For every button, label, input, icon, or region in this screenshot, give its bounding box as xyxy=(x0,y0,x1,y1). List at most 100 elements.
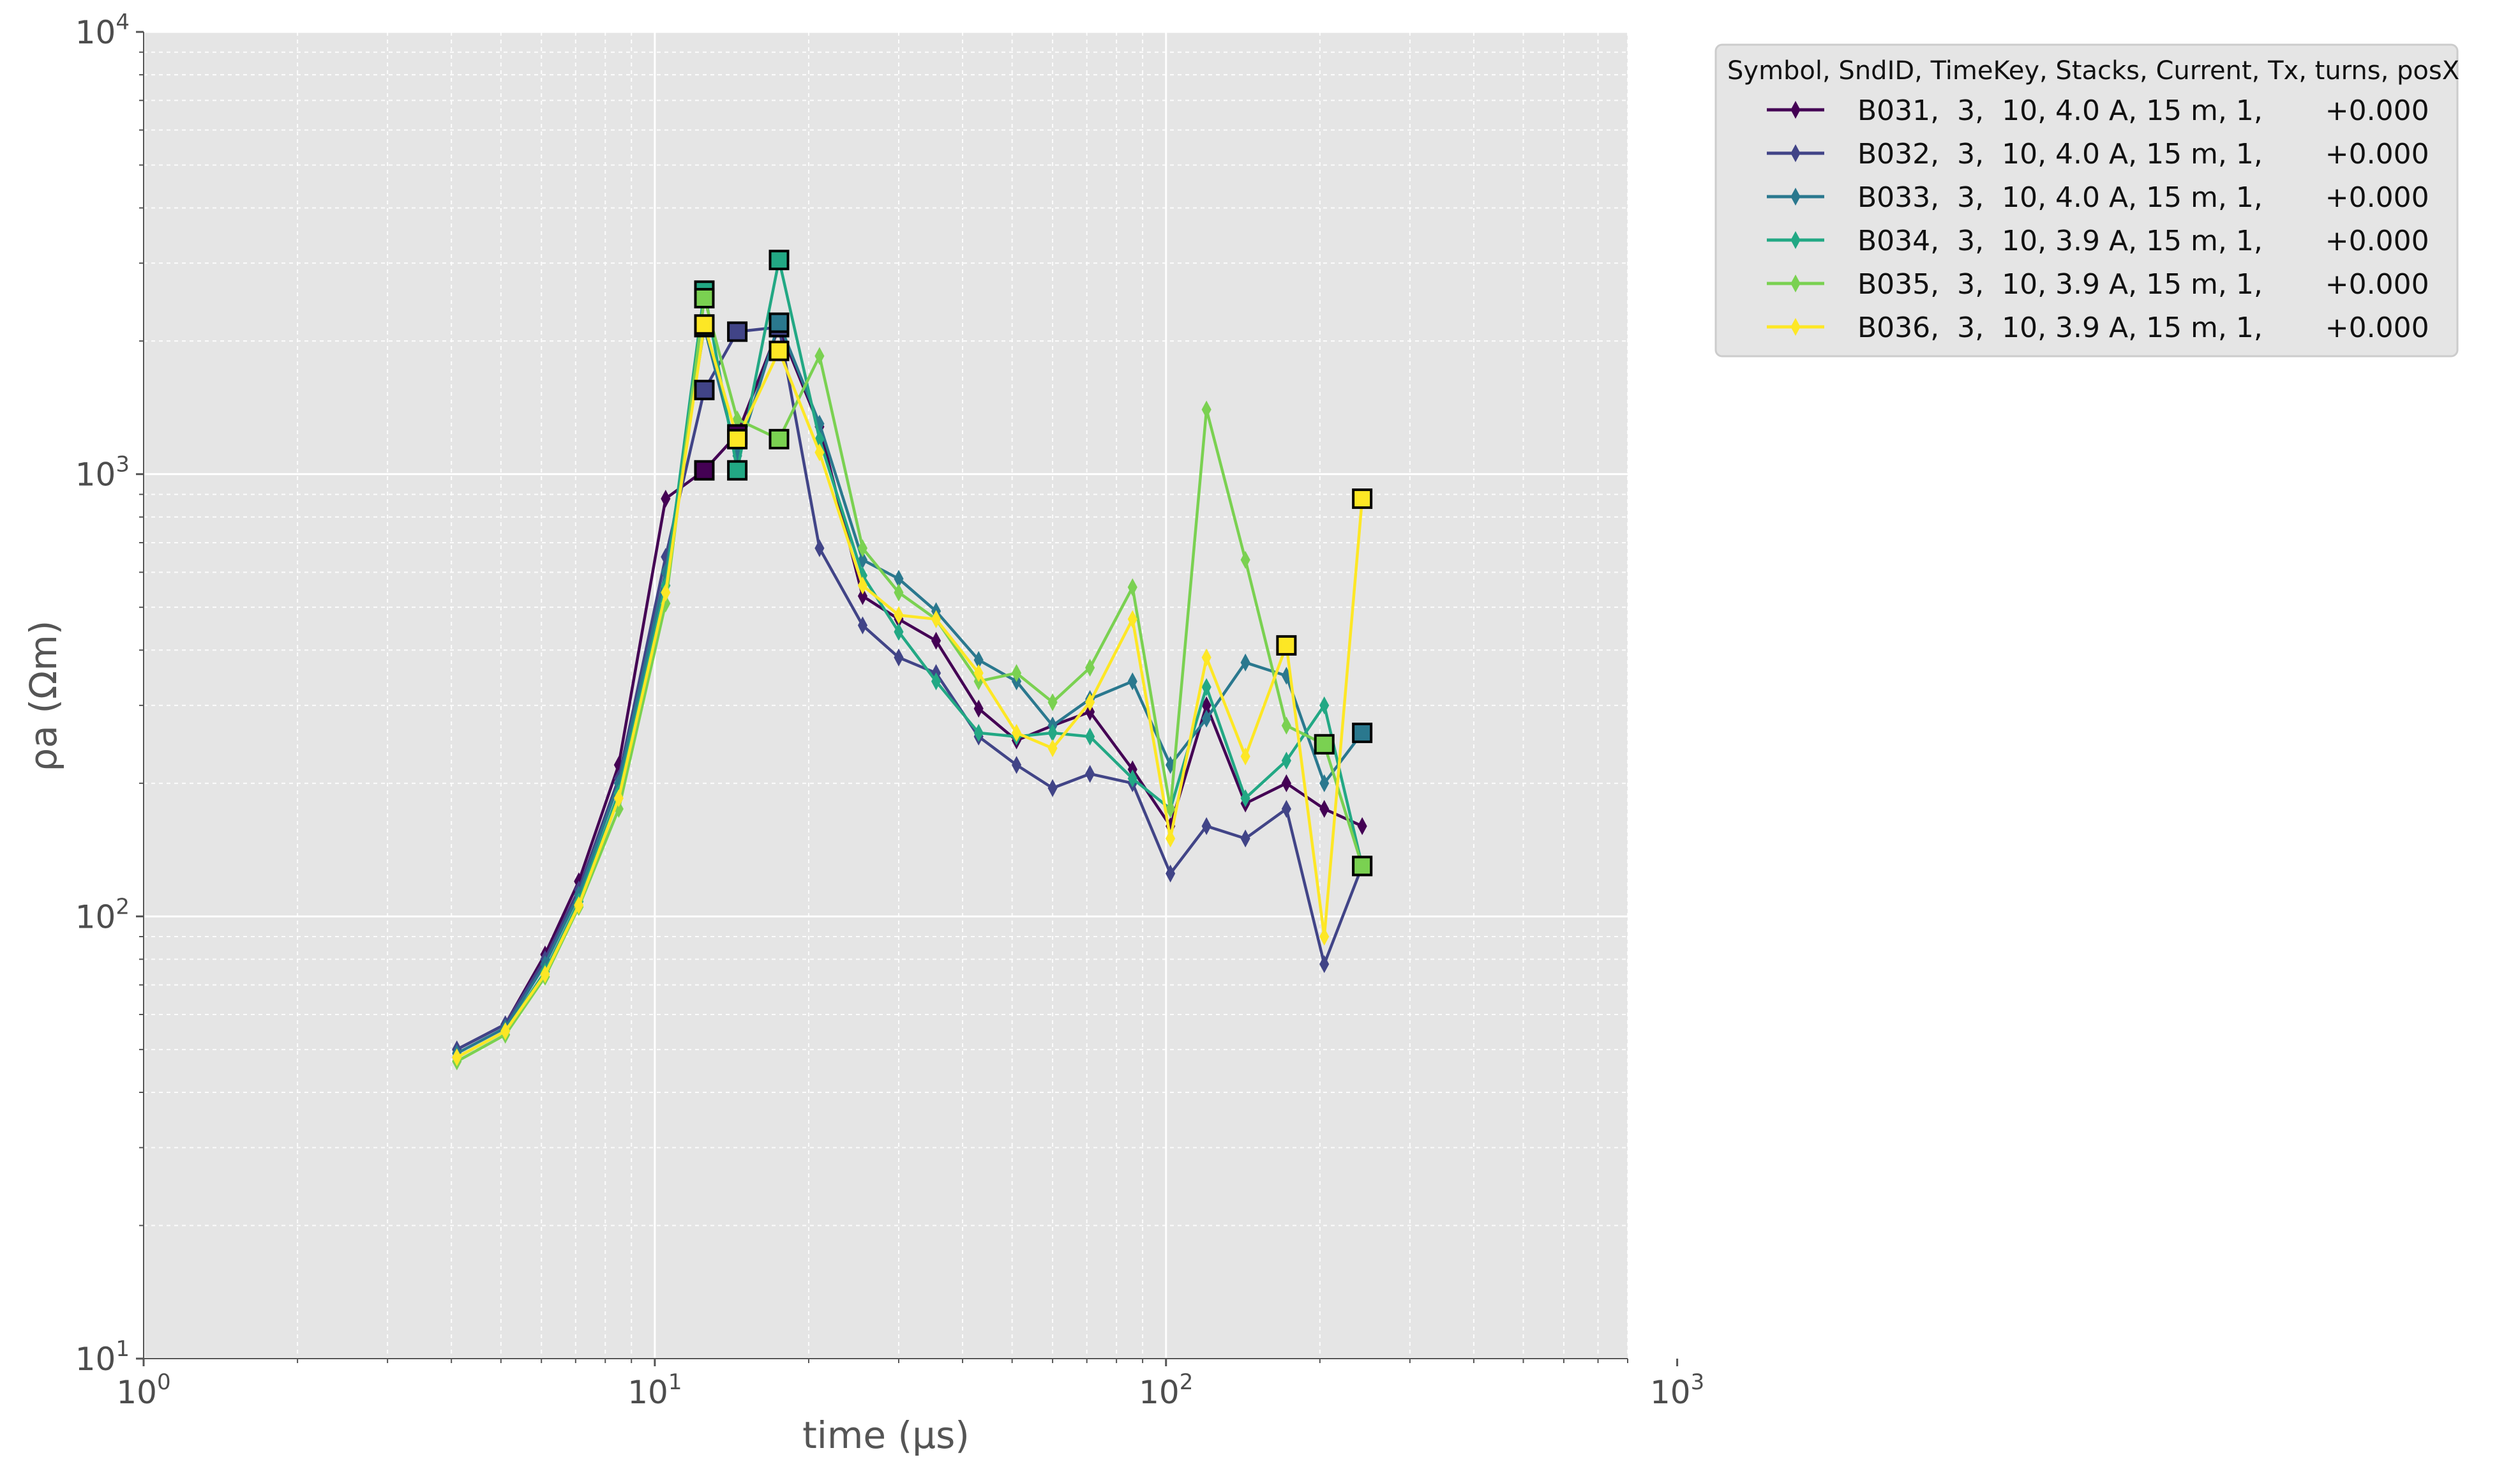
data-point xyxy=(1085,727,1095,746)
data-point xyxy=(1166,864,1176,883)
legend-marker xyxy=(1790,144,1801,163)
data-point xyxy=(931,631,941,650)
legend-marker xyxy=(1790,187,1801,206)
flagged-point-marker xyxy=(727,321,748,342)
tick-label-base: 10 xyxy=(627,1374,668,1411)
x-tick-label: 103 xyxy=(1650,1369,1704,1411)
legend-marker xyxy=(1790,230,1801,250)
y-tick-label: 101 xyxy=(75,1336,130,1378)
data-point xyxy=(1127,672,1137,691)
tick-label-exponent: 0 xyxy=(157,1369,171,1395)
flagged-point-marker xyxy=(694,314,715,335)
flagged-point-marker xyxy=(694,288,715,309)
data-point xyxy=(1085,693,1095,711)
legend-label: B031, 3, 10, 4.0 A, 15 m, 1, +0.000 xyxy=(1857,94,2429,127)
flagged-point-marker xyxy=(727,428,748,449)
legend-label: B035, 3, 10, 3.9 A, 15 m, 1, +0.000 xyxy=(1857,268,2429,301)
y-tick-label: 103 xyxy=(75,452,130,494)
legend-label: B034, 3, 10, 3.9 A, 15 m, 1, +0.000 xyxy=(1857,225,2429,257)
data-point xyxy=(1047,779,1058,797)
flagged-point-marker xyxy=(694,379,715,400)
data-point xyxy=(814,443,825,462)
x-tick-labels: 100 101 102 103 xyxy=(116,1369,1704,1411)
data-point xyxy=(1281,799,1291,818)
data-point xyxy=(1240,829,1250,848)
legend-marker xyxy=(1790,274,1801,293)
plot-area xyxy=(144,32,1628,1359)
x-axis-label: time (μs) xyxy=(802,1414,970,1457)
flagged-point-marker xyxy=(1352,722,1373,743)
data-point xyxy=(1281,751,1291,770)
tick-label-base: 10 xyxy=(1139,1374,1180,1411)
data-point xyxy=(1047,739,1058,758)
data-point xyxy=(973,723,984,742)
grid-minor xyxy=(144,32,1628,1359)
legend-label: B032, 3, 10, 4.0 A, 15 m, 1, +0.000 xyxy=(1857,138,2429,170)
series-line xyxy=(456,326,1364,1051)
flagged-point-marker xyxy=(769,340,790,361)
data-point xyxy=(1201,648,1211,667)
data-point xyxy=(1047,693,1058,711)
series-3-flags xyxy=(694,312,1373,743)
flagged-point-marker xyxy=(727,460,748,481)
data-point xyxy=(1319,955,1330,974)
data-point xyxy=(661,583,671,602)
legend-entries: B031, 3, 10, 4.0 A, 15 m, 1, +0.000 B032,… xyxy=(1767,94,2429,344)
data-point xyxy=(1319,774,1330,792)
y-axis-label: ρa (Ωm) xyxy=(22,621,65,772)
data-point xyxy=(1201,817,1211,836)
legend-label: B033, 3, 10, 4.0 A, 15 m, 1, +0.000 xyxy=(1857,181,2429,214)
flagged-point-marker xyxy=(769,428,790,449)
tick-label-exponent: 1 xyxy=(116,1336,130,1362)
tick-label-base: 10 xyxy=(75,14,116,51)
data-point xyxy=(1240,550,1250,569)
tick-label-exponent: 3 xyxy=(116,452,130,478)
data-point xyxy=(1240,789,1250,808)
series-line xyxy=(456,258,1364,1059)
legend-box xyxy=(1714,43,2459,358)
data-point xyxy=(1319,799,1330,818)
data-point xyxy=(1201,709,1211,728)
legend-entry: B031, 3, 10, 4.0 A, 15 m, 1, +0.000 xyxy=(1767,94,2429,127)
flagged-point-marker xyxy=(769,250,790,271)
legend-entry: B033, 3, 10, 4.0 A, 15 m, 1, +0.000 xyxy=(1767,181,2429,214)
data-point xyxy=(857,577,868,595)
data-point xyxy=(814,347,825,365)
flagged-point-marker xyxy=(1352,488,1373,509)
legend-title: Symbol, SndID, TimeKey, Stacks, Current,… xyxy=(1727,56,2459,86)
x-tick-label: 100 xyxy=(116,1369,170,1411)
data-point xyxy=(973,699,984,718)
tick-label-base: 10 xyxy=(1650,1374,1691,1411)
data-point xyxy=(1240,653,1250,672)
flagged-point-marker xyxy=(1314,734,1335,755)
axis-ticks xyxy=(136,31,1679,1366)
data-point xyxy=(452,1048,462,1067)
series-line xyxy=(456,322,1364,1059)
tick-label-exponent: 4 xyxy=(116,10,130,35)
data-point xyxy=(857,616,868,635)
series-line xyxy=(456,296,1364,1063)
x-tick-label: 102 xyxy=(1139,1369,1193,1411)
data-point xyxy=(1011,664,1022,682)
data-point xyxy=(1166,799,1176,818)
data-point xyxy=(574,896,584,914)
data-point xyxy=(1166,829,1176,848)
data-point xyxy=(1127,610,1137,628)
data-point xyxy=(1281,774,1291,792)
data-point xyxy=(931,610,941,628)
data-point xyxy=(1011,723,1022,742)
data-point xyxy=(1127,769,1137,788)
data-point xyxy=(1085,765,1095,783)
data-point xyxy=(1319,927,1330,946)
data-point xyxy=(1085,702,1095,721)
data-point xyxy=(500,1022,511,1041)
data-point xyxy=(1201,400,1211,419)
series-6-flags xyxy=(694,314,1373,656)
legend-marker xyxy=(1790,100,1801,119)
data-point xyxy=(973,664,984,682)
legend: Symbol, SndID, TimeKey, Stacks, Current,… xyxy=(1714,43,2459,358)
legend-entry: B036, 3, 10, 3.9 A, 15 m, 1, +0.000 xyxy=(1767,312,2429,344)
flagged-point-marker xyxy=(694,460,715,481)
tick-label-exponent: 3 xyxy=(1691,1369,1705,1395)
